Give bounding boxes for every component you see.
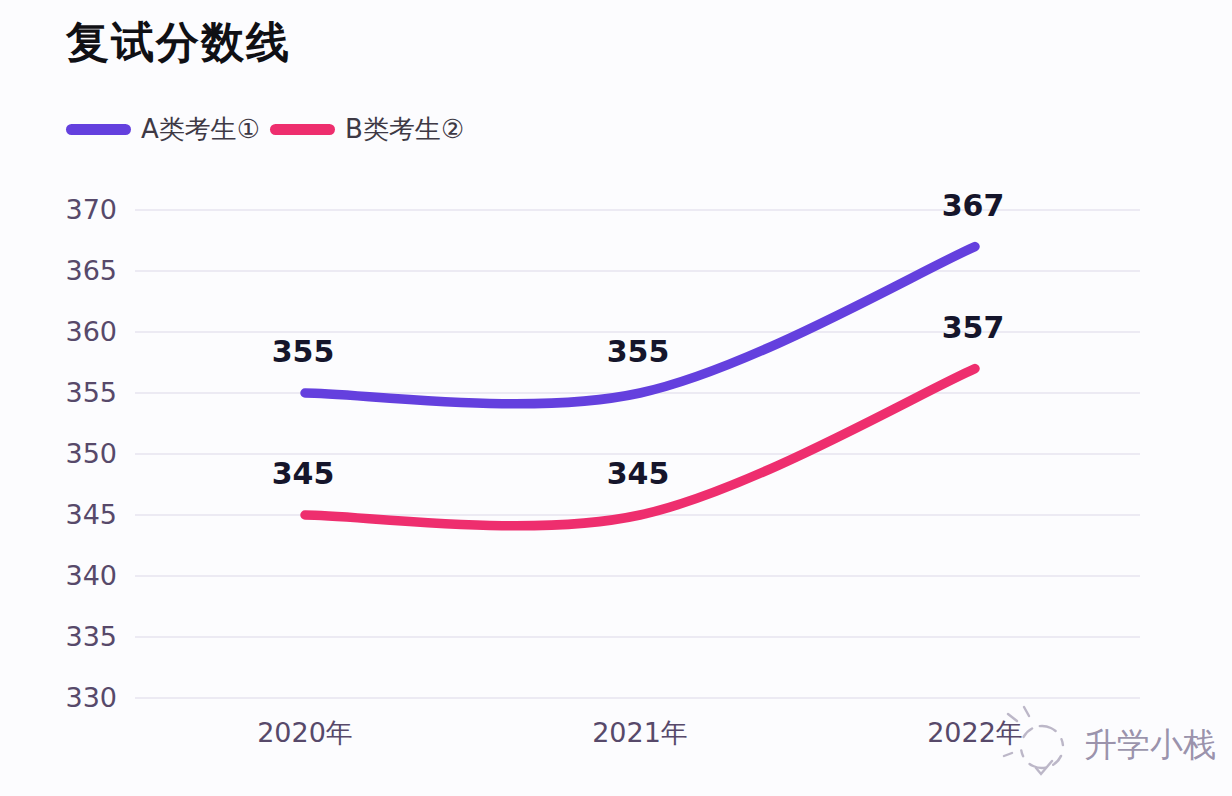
data-label: 345 <box>607 456 670 491</box>
y-tick-label: 350 <box>65 438 117 469</box>
x-tick-label: 2021年 <box>592 717 688 748</box>
watermark-text: 升学小栈 <box>1084 723 1216 768</box>
data-label: 355 <box>272 334 335 369</box>
y-tick-label: 345 <box>65 499 117 530</box>
y-tick-label: 335 <box>65 621 117 652</box>
y-tick-label: 330 <box>65 682 117 713</box>
chart-card: 复试分数线 A类考生①B类考生② 37036536035535034534033… <box>0 0 1232 796</box>
x-tick-label: 2020年 <box>257 717 353 748</box>
data-label: 355 <box>607 334 670 369</box>
data-label: 367 <box>942 188 1005 223</box>
watermark-logo-icon <box>1000 702 1080 788</box>
y-tick-label: 365 <box>65 255 117 286</box>
y-tick-label: 340 <box>65 560 117 591</box>
y-tick-label: 360 <box>65 316 117 347</box>
data-label: 357 <box>942 310 1005 345</box>
y-tick-label: 370 <box>65 194 117 225</box>
watermark: 升学小栈 <box>1000 702 1216 788</box>
y-tick-label: 355 <box>65 377 117 408</box>
line-chart: 3703653603553503453403353302020年2021年202… <box>0 0 1232 796</box>
data-label: 345 <box>272 456 335 491</box>
